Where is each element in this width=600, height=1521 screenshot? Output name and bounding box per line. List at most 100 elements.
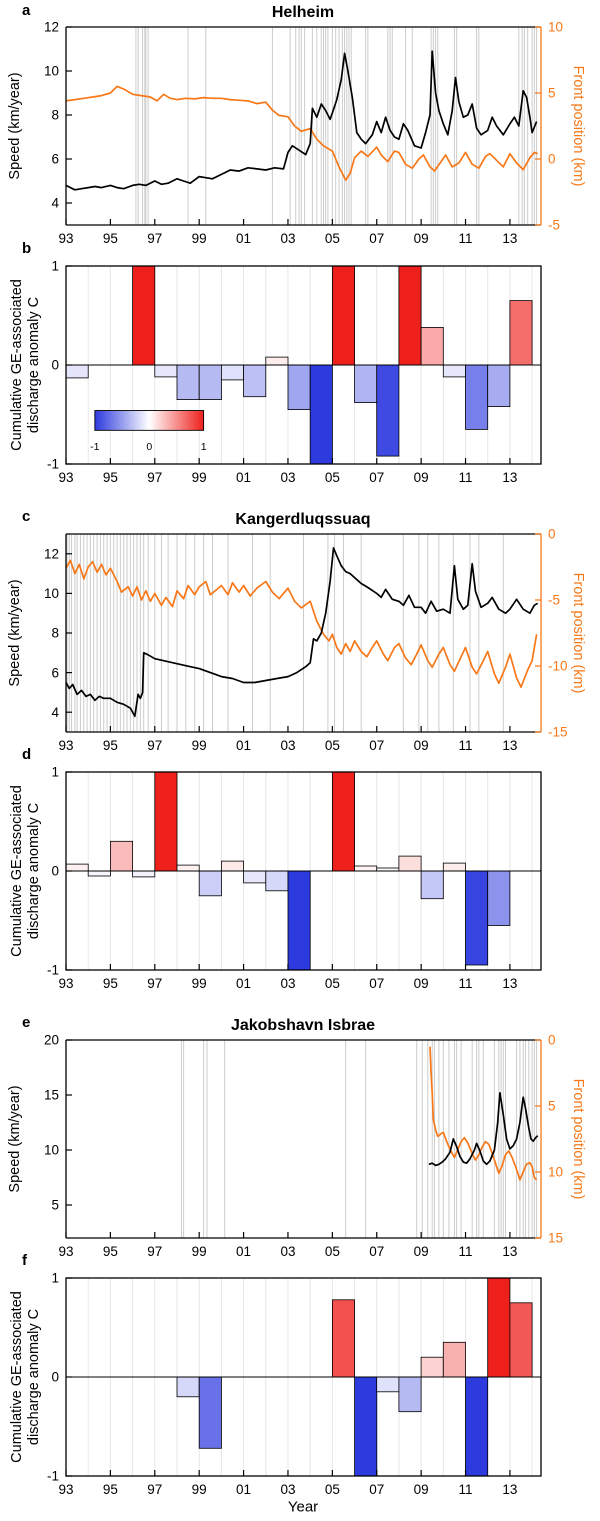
svg-text:0: 0	[548, 152, 556, 167]
colorbar-legend	[94, 410, 205, 431]
svg-text:97: 97	[147, 470, 162, 485]
svg-text:-10: -10	[548, 659, 568, 674]
svg-text:0: 0	[548, 1033, 556, 1048]
svg-text:95: 95	[103, 1482, 118, 1497]
panel-d-plot: 93 95 97 99 01 03 05 07 09 11 13-101	[47, 765, 542, 991]
panel-c-title: Kangerdluqssuaq	[235, 511, 371, 528]
svg-text:10: 10	[548, 20, 563, 35]
svg-text:97: 97	[147, 1482, 162, 1497]
svg-text:95: 95	[103, 470, 118, 485]
svg-text:07: 07	[369, 1244, 384, 1259]
svg-text:01: 01	[236, 976, 251, 991]
svg-text:-1: -1	[47, 963, 59, 978]
svg-text:07: 07	[369, 470, 384, 485]
svg-text:95: 95	[103, 1244, 118, 1259]
svg-text:1: 1	[51, 765, 59, 780]
svg-text:93: 93	[58, 470, 73, 485]
svg-text:07: 07	[369, 976, 384, 991]
svg-text:01: 01	[236, 1244, 251, 1259]
svg-text:0: 0	[51, 358, 59, 373]
svg-text:03: 03	[280, 976, 295, 991]
panel-b-letter: b	[22, 240, 32, 257]
panel-d-ylabel-line2: discharge anomaly C	[26, 802, 42, 940]
svg-text:93: 93	[58, 231, 73, 246]
svg-text:5: 5	[51, 1198, 59, 1213]
panel-b-ylabel: Cumulative GE-associated discharge anoma…	[9, 279, 43, 451]
svg-text:03: 03	[280, 1244, 295, 1259]
svg-text:07: 07	[369, 738, 384, 753]
svg-text:03: 03	[280, 470, 295, 485]
panel-f-ylabel-line2: discharge anomaly C	[26, 1308, 42, 1446]
svg-text:01: 01	[236, 470, 251, 485]
panel-f-letter: f	[22, 1252, 27, 1269]
svg-text:99: 99	[192, 1482, 207, 1497]
panel-c-ylabel-left: Speed (km/year)	[7, 579, 23, 687]
panel-b-ylabel-line1: Cumulative GE-associated	[9, 279, 25, 451]
svg-text:4: 4	[51, 196, 59, 211]
svg-text:07: 07	[369, 231, 384, 246]
svg-text:-1: -1	[90, 441, 99, 453]
svg-text:97: 97	[147, 738, 162, 753]
svg-text:95: 95	[103, 738, 118, 753]
x-axis-label: Year	[287, 1498, 319, 1516]
svg-text:20: 20	[44, 1033, 59, 1048]
svg-text:05: 05	[325, 470, 340, 485]
panel-e-letter: e	[22, 1014, 31, 1031]
svg-text:09: 09	[414, 976, 429, 991]
svg-text:15: 15	[44, 1088, 59, 1103]
svg-text:0: 0	[51, 864, 59, 879]
panel-a-ylabel-right: Front position (km)	[570, 65, 586, 187]
svg-text:6: 6	[51, 665, 59, 680]
svg-text:99: 99	[192, 1244, 207, 1259]
svg-text:05: 05	[325, 738, 340, 753]
svg-text:05: 05	[325, 976, 340, 991]
svg-text:01: 01	[236, 738, 251, 753]
svg-text:07: 07	[369, 1482, 384, 1497]
svg-text:1: 1	[51, 1271, 59, 1286]
svg-text:12: 12	[44, 20, 59, 35]
svg-text:11: 11	[459, 1482, 473, 1497]
svg-text:97: 97	[147, 231, 162, 246]
svg-text:4: 4	[51, 705, 59, 720]
svg-text:03: 03	[280, 231, 295, 246]
panel-b-plot: 93 95 97 99 01 03 05 07 09 11 13-101-1 0 1	[47, 259, 542, 485]
panel-e-ylabel-left: Speed (km/year)	[7, 1085, 23, 1193]
svg-text:09: 09	[414, 231, 429, 246]
svg-text:8: 8	[51, 108, 59, 123]
svg-text:03: 03	[280, 738, 295, 753]
svg-text:0: 0	[146, 441, 152, 453]
svg-text:-1: -1	[47, 1469, 59, 1484]
svg-text:93: 93	[58, 1244, 73, 1259]
svg-text:99: 99	[192, 470, 207, 485]
panel-c-ylabel-right: Front position (km)	[570, 572, 586, 694]
panel-d-letter: d	[22, 746, 32, 763]
svg-text:93: 93	[58, 1482, 73, 1497]
svg-text:1: 1	[51, 259, 59, 274]
panel-d-ylabel: Cumulative GE-associated discharge anoma…	[9, 785, 43, 957]
svg-text:-5: -5	[548, 218, 560, 233]
svg-text:15: 15	[548, 1231, 563, 1246]
svg-text:09: 09	[414, 1244, 429, 1259]
svg-text:03: 03	[280, 1482, 295, 1497]
svg-text:93: 93	[58, 738, 73, 753]
svg-text:05: 05	[325, 1482, 340, 1497]
panel-f-ylabel-line1: Cumulative GE-associated	[9, 1291, 25, 1463]
svg-text:11: 11	[459, 470, 473, 485]
svg-text:13: 13	[502, 1482, 517, 1497]
svg-text:1: 1	[201, 441, 207, 453]
panel-b-ylabel-line2: discharge anomaly C	[26, 296, 42, 434]
svg-text:-5: -5	[548, 593, 560, 608]
svg-text:09: 09	[414, 738, 429, 753]
svg-text:11: 11	[459, 976, 473, 991]
panel-d-ylabel-line1: Cumulative GE-associated	[9, 785, 25, 957]
svg-text:8: 8	[51, 626, 59, 641]
svg-text:01: 01	[236, 1482, 251, 1497]
svg-text:-15: -15	[548, 725, 568, 740]
svg-text:13: 13	[502, 976, 517, 991]
svg-text:99: 99	[192, 976, 207, 991]
panel-c-plot: 93 95 97 99 01 03 05 07 09 11 13 4 6 8 10 12 0 -5 -10 -15	[44, 527, 568, 753]
svg-text:11: 11	[459, 231, 473, 246]
